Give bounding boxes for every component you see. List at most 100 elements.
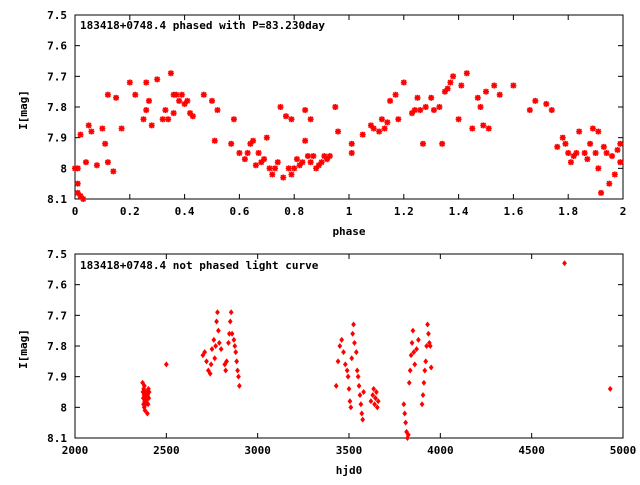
- data-point: [307, 159, 314, 166]
- data-point: [144, 410, 150, 417]
- x-tick-label: 2000: [62, 444, 89, 457]
- data-point: [274, 159, 281, 166]
- data-point: [291, 165, 298, 172]
- data-point: [209, 97, 215, 104]
- data-point: [406, 379, 412, 386]
- data-point: [74, 165, 81, 172]
- x-tick-label: 0.6: [229, 205, 249, 218]
- data-point: [407, 367, 413, 374]
- data-point: [288, 171, 295, 178]
- phased-light-curve-panel: 0 0.2 0.4 0.6 0.8 1 1.2 1.4 1.6 1.8 2 7.5 7.6 7.7 7.8 7…: [17, 9, 626, 238]
- y-tick-label: 7.7: [47, 70, 67, 83]
- x-tick-label: 1.2: [394, 205, 414, 218]
- data-point: [354, 367, 360, 374]
- data-point: [208, 361, 214, 368]
- data-point: [368, 398, 374, 405]
- data-point: [409, 339, 415, 346]
- unphased-light-curve-panel: 2000 2500 3000 3500 4000 4500 5000 7.5 7.6 7.7 7.8…: [17, 248, 636, 477]
- data-point: [370, 125, 377, 132]
- data-point: [356, 382, 362, 389]
- data-point: [603, 150, 610, 156]
- data-point: [304, 153, 311, 160]
- data-point: [218, 346, 224, 353]
- data-point: [132, 91, 139, 98]
- x-tick-label: 5000: [610, 444, 637, 457]
- data-point: [333, 382, 339, 389]
- x-tick-label: 3500: [336, 444, 363, 457]
- data-point: [427, 343, 433, 349]
- data-point: [337, 343, 343, 349]
- x-axis-label: phase: [332, 225, 365, 238]
- data-point: [184, 97, 191, 104]
- data-point: [85, 122, 92, 129]
- data-point: [212, 355, 218, 362]
- data-point: [145, 401, 151, 408]
- data-point: [360, 416, 366, 423]
- data-point: [587, 140, 594, 147]
- data-point: [419, 140, 426, 147]
- data-point: [595, 128, 602, 135]
- data-point: [378, 116, 385, 123]
- data-point: [526, 107, 533, 114]
- data-point: [414, 94, 421, 101]
- data-point: [216, 339, 222, 346]
- data-point: [567, 159, 574, 166]
- data-point: [263, 134, 270, 141]
- data-point: [226, 339, 231, 346]
- data-point: [496, 91, 503, 98]
- data-point: [374, 404, 380, 411]
- data-point: [236, 373, 241, 380]
- data-point: [102, 140, 109, 147]
- data-point: [88, 128, 95, 135]
- data-point: [348, 404, 354, 411]
- data-point: [126, 79, 133, 86]
- data-point: [351, 321, 356, 328]
- data-point: [118, 125, 125, 132]
- data-point: [355, 373, 361, 380]
- y-tick-label: 7.6: [47, 279, 67, 292]
- data-point: [416, 336, 421, 343]
- data-point: [373, 395, 378, 402]
- data-point: [417, 107, 424, 114]
- y-tick-label: 7.9: [47, 132, 67, 145]
- data-point: [411, 349, 417, 356]
- data-point: [589, 125, 596, 132]
- data-point: [444, 85, 451, 92]
- data-point: [598, 189, 605, 196]
- data-point: [422, 367, 428, 374]
- data-point: [173, 91, 180, 98]
- x-axis-label: hjd0: [336, 464, 363, 477]
- data-point: [422, 104, 429, 110]
- data-point: [392, 91, 399, 98]
- data-point: [592, 150, 599, 156]
- data-point: [485, 125, 492, 132]
- data-point: [162, 107, 169, 114]
- data-point: [421, 379, 427, 386]
- x-tick-label: 1.8: [558, 205, 578, 218]
- data-point: [424, 343, 430, 349]
- data-point: [409, 110, 416, 117]
- x-tick-label: 1: [346, 205, 353, 218]
- data-point: [261, 156, 268, 163]
- data-point: [474, 94, 481, 101]
- data-point: [543, 100, 550, 107]
- data-point: [224, 358, 229, 365]
- data-point: [387, 97, 394, 104]
- data-point: [611, 171, 618, 178]
- data-point: [358, 401, 364, 408]
- data-point: [617, 159, 624, 166]
- data-point: [154, 76, 161, 83]
- data-point: [211, 336, 217, 343]
- data-point: [554, 143, 561, 150]
- data-point: [463, 70, 470, 77]
- data-point: [228, 140, 235, 147]
- data-points: [140, 260, 613, 441]
- data-point: [562, 140, 569, 147]
- data-point: [436, 104, 443, 110]
- data-point: [307, 116, 314, 123]
- data-point: [426, 330, 431, 337]
- data-point: [145, 97, 152, 104]
- data-point: [352, 339, 357, 346]
- y-tick-label: 7.8: [47, 101, 67, 114]
- data-point: [581, 150, 588, 156]
